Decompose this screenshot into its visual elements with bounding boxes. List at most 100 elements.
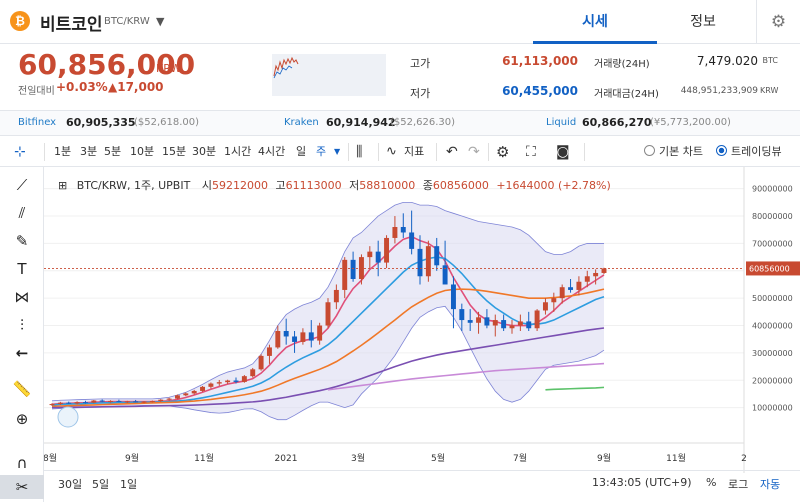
interval-1h[interactable]: 1시간 xyxy=(224,145,252,158)
candle-body xyxy=(174,395,180,399)
tab-info[interactable]: 정보 xyxy=(690,14,716,30)
pattern-icon[interactable]: ⋈ xyxy=(14,288,30,306)
x-tick-label: 5월 xyxy=(431,452,445,464)
fullscreen-icon[interactable]: ⛶ xyxy=(526,144,536,160)
interval-10m[interactable]: 10분 xyxy=(130,145,155,158)
legend-low: 58810000 xyxy=(359,179,416,192)
fib-icon[interactable]: ⫽ xyxy=(18,204,26,222)
candle-body xyxy=(593,272,599,277)
candle-body xyxy=(158,399,164,402)
radio-trading-view[interactable]: 트레이딩뷰 xyxy=(716,137,782,167)
trend-line-icon[interactable]: ⟋ xyxy=(16,176,28,194)
candle-body xyxy=(384,237,390,263)
candle-body xyxy=(526,321,532,329)
candle-body xyxy=(467,320,473,323)
sparkline-chart xyxy=(272,54,386,96)
settings-gear-icon[interactable]: ⚙ xyxy=(496,143,510,161)
legend-close: 60856000 xyxy=(432,179,489,192)
tab-price[interactable]: 시세 xyxy=(533,0,657,44)
x-tick-label: 9월 xyxy=(597,452,611,464)
arrow-left-icon[interactable]: ← xyxy=(15,344,29,362)
price-currency: KRW xyxy=(156,62,182,75)
lock-icon[interactable]: ✂ xyxy=(0,475,44,499)
range-30d[interactable]: 30일 xyxy=(58,478,83,491)
percent-toggle[interactable]: % xyxy=(706,476,717,489)
candle-body xyxy=(49,404,55,406)
range-5d[interactable]: 5일 xyxy=(92,478,110,491)
exchange-name[interactable]: Kraken xyxy=(284,117,319,128)
last-price-tag xyxy=(746,261,800,276)
candle-body xyxy=(308,332,314,341)
candle-body xyxy=(551,298,557,303)
candle-body xyxy=(233,380,239,382)
interval-week[interactable]: 주 xyxy=(316,145,327,158)
coin-name: 비트코인 xyxy=(40,15,103,35)
log-toggle[interactable]: 로그 xyxy=(728,478,749,491)
price-chart[interactable]: 10000000 20000000 30000000 40000000 50000000… xyxy=(44,167,800,473)
auto-toggle[interactable]: 자동 xyxy=(760,478,781,491)
candle-type-icon[interactable]: ⫼ xyxy=(356,144,363,160)
candle-body xyxy=(183,393,189,396)
range-1d[interactable]: 1일 xyxy=(120,478,138,491)
interval-day[interactable]: 일 xyxy=(296,145,307,158)
magnet-icon[interactable]: ∩ xyxy=(16,454,28,472)
candle-body xyxy=(375,251,381,263)
exchange-usd: ($52,618.00) xyxy=(134,117,200,128)
legend-high: 61113000 xyxy=(285,179,342,192)
prediction-icon[interactable]: ⫶ xyxy=(20,316,24,334)
moving-average-line xyxy=(545,386,605,391)
coin-pair: BTC/KRW xyxy=(104,16,150,27)
x-tick-label: 7월 xyxy=(513,452,527,464)
legend-collapse-icon[interactable]: ⊞ xyxy=(58,179,68,192)
change-label: 전일대비 xyxy=(18,86,55,97)
text-icon[interactable]: T xyxy=(17,260,27,278)
divider xyxy=(44,143,45,161)
interval-3m[interactable]: 3분 xyxy=(80,145,98,158)
candle-body xyxy=(241,376,247,382)
candle-body xyxy=(559,287,565,299)
exchange-name[interactable]: Liquid xyxy=(546,117,577,128)
candle-body xyxy=(133,401,139,403)
interval-1m[interactable]: 1분 xyxy=(54,145,72,158)
zoom-in-icon[interactable]: ⊕ xyxy=(15,410,29,428)
brush-icon[interactable]: ✎ xyxy=(15,232,29,250)
exchange-usd: (¥5,773,200.00) xyxy=(650,117,731,128)
candle-body xyxy=(584,276,590,282)
header-bar: ₿ 비트코인 BTC/KRW ▼ 시세 정보 ⚙ xyxy=(0,0,800,44)
bottom-bar: 30일 5일 1일 13:43:05 (UTC+9) % 로그 자동 xyxy=(44,470,800,502)
amount-label: 거래대금(24H) xyxy=(594,89,659,100)
candle-body xyxy=(250,369,256,377)
indicator-icon[interactable]: ∿ xyxy=(386,144,397,159)
volume-value: 7,479.020 xyxy=(696,54,758,68)
candle-body xyxy=(91,400,97,403)
drawing-tools: ⟋ ⫽ ✎ T ⋈ ⫶ ← 📏 ⊕ ∩ ✂ xyxy=(0,167,44,502)
candle-body xyxy=(82,402,88,404)
legend-symbol: BTC/KRW, 1주, UPBIT xyxy=(76,179,191,192)
indicator-button[interactable]: 지표 xyxy=(404,145,425,158)
x-tick-label: 2021 xyxy=(275,454,298,464)
redo-icon[interactable]: ↷ xyxy=(468,144,480,160)
high-label: 고가 xyxy=(410,57,431,70)
candle-body xyxy=(425,246,431,277)
exchange-price: 60,914,942 xyxy=(326,116,396,129)
candle-body xyxy=(292,336,298,342)
gear-icon[interactable]: ⚙ xyxy=(756,0,800,44)
candle-body xyxy=(225,380,231,383)
x-tick-label: 2 xyxy=(741,454,747,464)
ruler-icon[interactable]: 📏 xyxy=(12,380,32,398)
interval-30m[interactable]: 30분 xyxy=(192,145,217,158)
chevron-down-icon[interactable]: ▼ xyxy=(334,147,341,156)
interval-4h[interactable]: 4시간 xyxy=(258,145,286,158)
camera-icon[interactable]: ◙ xyxy=(556,144,570,160)
interval-15m[interactable]: 15분 xyxy=(162,145,187,158)
interval-5m[interactable]: 5분 xyxy=(104,145,122,158)
trading-view-label: 트레이딩뷰 xyxy=(731,145,782,158)
candle-body xyxy=(568,287,574,290)
candle-body xyxy=(266,347,272,356)
crosshair-icon[interactable]: ⊹ xyxy=(14,144,26,160)
undo-icon[interactable]: ↶ xyxy=(446,144,458,160)
clock-time: 13:43:05 (UTC+9) xyxy=(592,476,692,489)
radio-basic-chart[interactable]: 기본 차트 xyxy=(644,137,703,167)
exchange-name[interactable]: Bitfinex xyxy=(18,117,57,128)
coin-dropdown-icon[interactable]: ▼ xyxy=(156,15,165,28)
